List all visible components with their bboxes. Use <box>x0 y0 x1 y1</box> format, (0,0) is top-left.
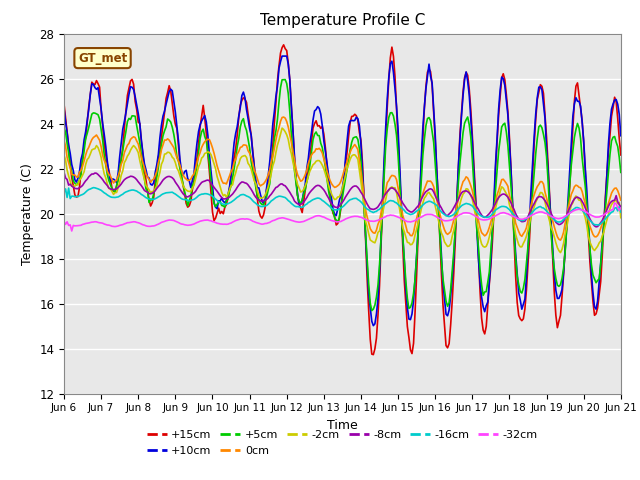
Y-axis label: Temperature (C): Temperature (C) <box>20 163 34 264</box>
X-axis label: Time: Time <box>327 419 358 432</box>
Text: GT_met: GT_met <box>78 51 127 65</box>
Legend: +15cm, +10cm, +5cm, 0cm, -2cm, -8cm, -16cm, -32cm: +15cm, +10cm, +5cm, 0cm, -2cm, -8cm, -16… <box>142 426 543 460</box>
Title: Temperature Profile C: Temperature Profile C <box>260 13 425 28</box>
